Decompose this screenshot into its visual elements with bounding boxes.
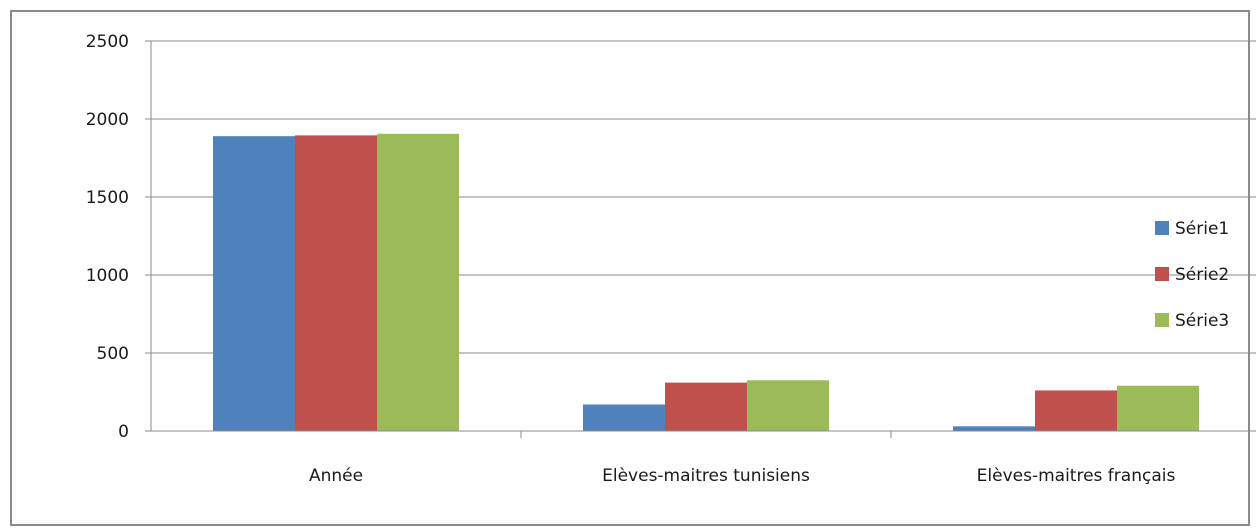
bar-série2-0 xyxy=(295,135,377,431)
y-tick-label: 1000 xyxy=(86,266,129,286)
bar-série2-2 xyxy=(1035,390,1117,431)
y-tick-label: 0 xyxy=(118,422,129,442)
labels: 0 500 1000 1500 2000 2500 Année Elèves-maitres … xyxy=(86,32,1176,486)
legend-swatch-série1 xyxy=(1155,221,1169,235)
y-tick-label: 2000 xyxy=(86,110,129,130)
x-tick-label: Elèves-maitres tunisiens xyxy=(602,466,810,486)
bar-série3-0 xyxy=(377,133,459,431)
x-tick-label: Elèves-maitres français xyxy=(977,466,1176,486)
legend: Série1 Série2 Série3 xyxy=(1155,219,1229,331)
legend-label-série2: Série2 xyxy=(1175,265,1229,285)
legend-swatch-série3 xyxy=(1155,313,1169,327)
y-tick-label: 1500 xyxy=(86,188,129,208)
bars xyxy=(213,133,1199,431)
bar-série2-1 xyxy=(665,382,747,431)
legend-label-série3: Série3 xyxy=(1175,311,1229,331)
x-tick-label: Année xyxy=(309,466,363,486)
y-tick-label: 2500 xyxy=(86,32,129,52)
bar-série3-2 xyxy=(1117,385,1199,431)
bar-série1-2 xyxy=(953,426,1035,431)
axes xyxy=(145,40,1256,438)
bar-série3-1 xyxy=(747,380,829,431)
bar-série1-0 xyxy=(213,136,295,431)
legend-swatch-série2 xyxy=(1155,267,1169,281)
y-tick-label: 500 xyxy=(97,344,129,364)
bar-série1-1 xyxy=(583,404,665,431)
legend-label-série1: Série1 xyxy=(1175,219,1229,239)
